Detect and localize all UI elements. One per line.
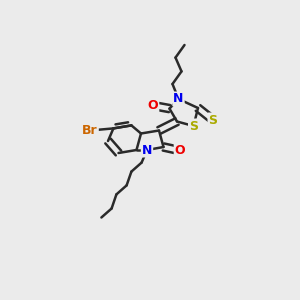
Text: O: O: [148, 99, 158, 112]
Text: S: S: [189, 119, 198, 133]
Text: N: N: [173, 92, 184, 106]
Text: N: N: [142, 143, 152, 157]
Text: S: S: [208, 113, 217, 127]
Text: Br: Br: [82, 124, 98, 137]
Text: O: O: [175, 144, 185, 157]
